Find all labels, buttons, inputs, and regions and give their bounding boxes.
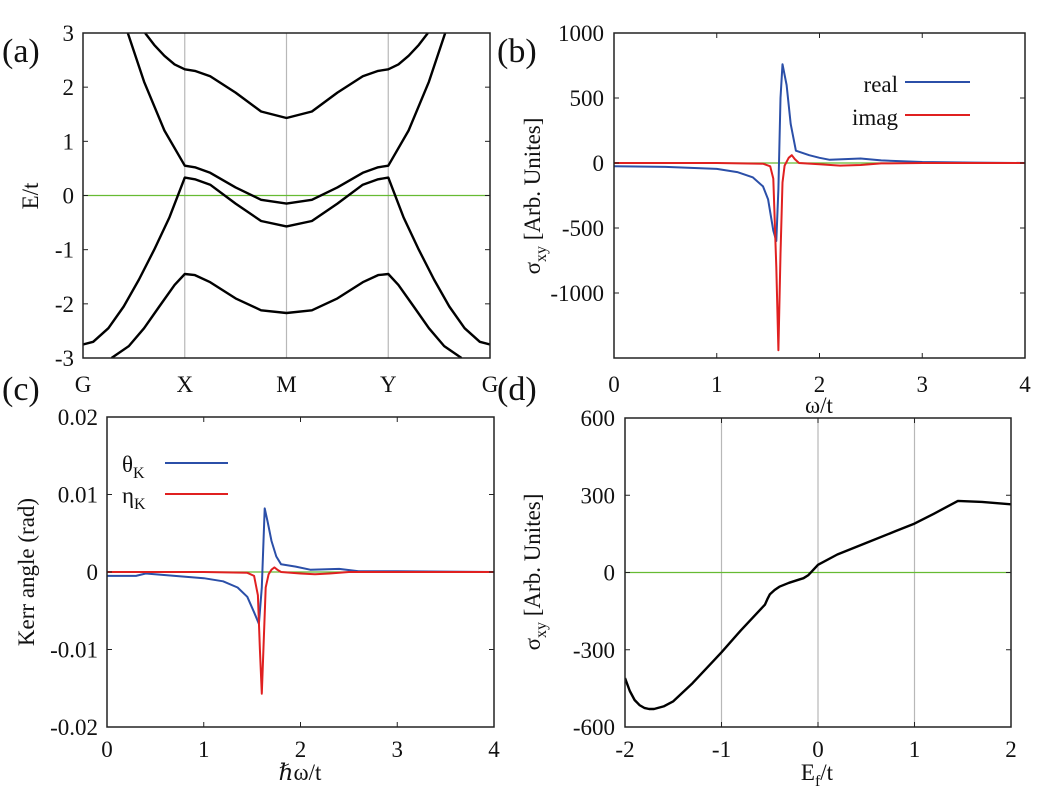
y-tick-label: 0: [63, 184, 75, 209]
panel-label-b: (b): [497, 33, 537, 70]
x-axis-label-b: ω/t: [805, 393, 834, 418]
panel-c-kerr-angle: (c) Kerr angle (rad) ℏω/t θK ηK 0 1 2 3 4-0.…: [2, 371, 500, 785]
series-line-band-1: [144, 33, 429, 120]
x-tick-label: 0: [101, 737, 113, 762]
legend-label-eta-main: η: [122, 483, 134, 508]
y-tick-label: -1000: [550, 281, 604, 306]
series-group: [614, 63, 1025, 352]
y-tick-label: -300: [573, 638, 615, 663]
panel-label-a: (a): [2, 33, 40, 70]
panel-d-fermi-dependence: (d) σxy [Arb. Unites] Ef/t -2 -1 0 1 2 -600 -3…: [497, 371, 1017, 790]
legend-c: θK ηK: [122, 452, 228, 513]
y-axis-label-d: σxy [Arb. Unites]: [520, 494, 550, 651]
series-line-band-2: [126, 33, 447, 205]
legend-label-real: real: [864, 72, 898, 97]
y-tick-label: -600: [573, 715, 615, 740]
x-tick-label: M: [276, 372, 296, 397]
y-tick-label: -0.01: [50, 638, 98, 663]
y-tick-label: 300: [581, 483, 616, 508]
legend-label-theta-main: θ: [122, 452, 133, 477]
panel-b-conductivity: (b) σxy [Arb. Unites] ω/t real imag 0 1 2 3…: [497, 21, 1031, 418]
x-tick-label: 2: [1005, 737, 1017, 762]
panel-label-c: (c): [2, 371, 40, 408]
legend-label-imag: imag: [852, 105, 898, 130]
x-tick-label: -1: [712, 737, 731, 762]
y-tick-label: -3: [55, 346, 74, 371]
x-tick-label: 0: [812, 737, 824, 762]
legend-b: real imag: [852, 72, 970, 130]
y-tick-label: -0.02: [50, 715, 98, 740]
x-axis-label-d: Ef/t: [801, 760, 834, 790]
y-tick-label: 0.02: [58, 405, 98, 430]
y-tick-label: 500: [570, 86, 605, 111]
y-tick-label: 600: [581, 406, 616, 431]
x-tick-label: 0: [608, 372, 620, 397]
series-group: [83, 33, 490, 358]
y-tick-label: 0: [593, 151, 605, 176]
x-tick-label: G: [482, 372, 499, 397]
y-axis-label-b-rest: [Arb. Unites]: [520, 118, 545, 246]
x-tick-label: 2: [295, 737, 307, 762]
x-tick-label: G: [75, 372, 92, 397]
y-axis-label-d-main: σ: [520, 637, 545, 650]
x-axis-label-c: ℏω/t: [279, 760, 322, 785]
y-axis-label-a: E/t: [18, 182, 43, 209]
x-tick-label: 1: [198, 737, 210, 762]
y-tick-label: -2: [55, 292, 74, 317]
y-tick-label: 0: [604, 561, 616, 586]
x-axis-label-d-main: E: [801, 760, 815, 785]
y-tick-label: 0.01: [58, 483, 98, 508]
y-axis-label-b-sub: xy: [533, 246, 550, 262]
y-tick-label: -1: [55, 238, 74, 263]
series-line-sigma-xy: [625, 499, 1011, 711]
y-axis-label-d-sub: xy: [533, 622, 550, 638]
series-group: [625, 499, 1011, 711]
y-axis-label-d-rest: [Arb. Unites]: [520, 494, 545, 622]
panel-label-d: (d): [497, 371, 537, 408]
legend-label-eta: ηK: [122, 483, 146, 513]
x-tick-label: 4: [1019, 372, 1031, 397]
y-axis-label-b-main: σ: [520, 261, 545, 274]
x-axis-label-d-rest: /t: [820, 760, 833, 785]
x-tick-label: 3: [917, 372, 929, 397]
y-tick-label: 1000: [558, 21, 604, 46]
series-line-band-3: [83, 176, 490, 346]
x-axis-label-d-sub: f: [815, 773, 821, 790]
y-tick-label: 1: [63, 129, 75, 154]
series-line-θK: [107, 507, 494, 625]
y-tick-label: 0: [87, 560, 99, 585]
series-line-real: [614, 63, 1025, 242]
x-tick-label: -2: [615, 737, 634, 762]
x-tick-label: 1: [711, 372, 723, 397]
x-tick-label: 3: [392, 737, 404, 762]
y-axis-label-c: Kerr angle (rad): [14, 498, 39, 646]
x-tick-label: 2: [814, 372, 826, 397]
series-line-band-4: [110, 272, 463, 358]
legend-label-theta: θK: [122, 452, 145, 482]
x-tick-label: Y: [380, 372, 397, 397]
y-tick-label: 3: [63, 21, 75, 46]
y-axis-label-b: σxy [Arb. Unites]: [520, 118, 550, 275]
x-tick-label: X: [176, 372, 193, 397]
series-group: [107, 507, 494, 695]
legend-label-eta-sub: K: [134, 496, 146, 513]
series-line-ηK: [107, 566, 494, 695]
y-tick-label: -500: [562, 216, 604, 241]
legend-label-theta-sub: K: [133, 465, 145, 482]
series-line-imag: [614, 154, 1025, 352]
x-tick-label: 4: [488, 737, 500, 762]
y-tick-label: 2: [63, 75, 75, 100]
x-tick-label: 1: [909, 737, 921, 762]
